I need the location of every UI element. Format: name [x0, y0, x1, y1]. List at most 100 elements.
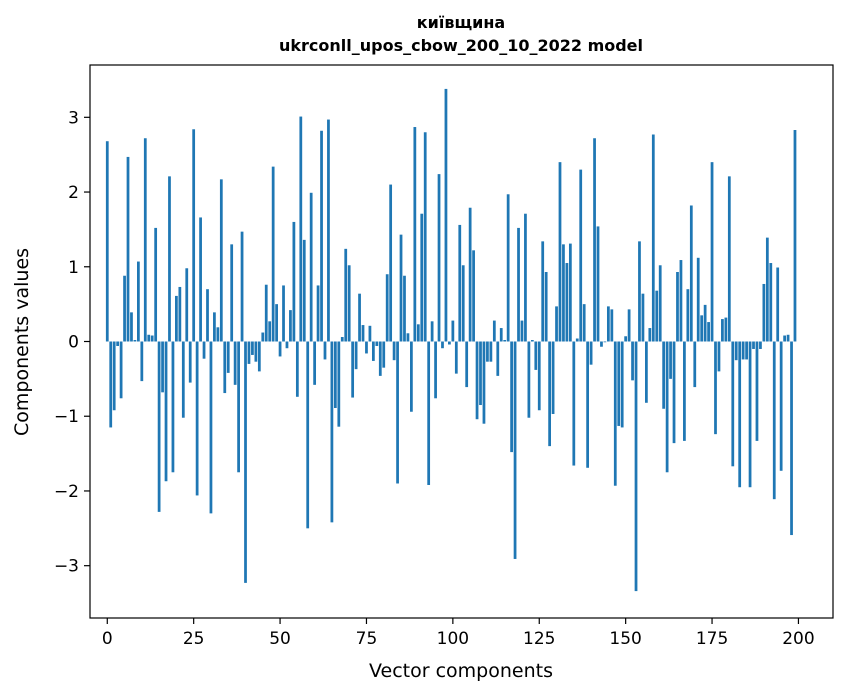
y-tick-label: −2 — [54, 482, 79, 502]
bar-130 — [555, 306, 558, 342]
bar-137 — [579, 169, 583, 342]
bar-21 — [178, 286, 182, 342]
x-axis-label: Vector components — [369, 660, 553, 682]
bar-176 — [714, 341, 717, 435]
y-tick-label: −3 — [54, 557, 79, 577]
y-axis-label: Components values — [11, 248, 33, 436]
bar-36 — [230, 244, 234, 342]
bar-89 — [413, 127, 417, 342]
bar-107 — [475, 341, 479, 420]
bar-90 — [416, 324, 420, 342]
bar-15 — [157, 341, 161, 512]
bar-88 — [410, 341, 413, 412]
bar-38 — [237, 341, 240, 473]
bar-16 — [161, 341, 164, 393]
bar-34 — [223, 341, 227, 394]
bar-169 — [689, 205, 693, 342]
y-tick-label: 1 — [68, 258, 79, 278]
bar-18 — [168, 176, 171, 342]
x-tick-label: 0 — [102, 629, 113, 649]
bar-101 — [454, 341, 458, 374]
x-tick-label: 25 — [183, 629, 205, 649]
bar-120 — [520, 320, 524, 342]
bar-86 — [403, 275, 406, 342]
bar-163 — [669, 341, 672, 379]
bar-189 — [759, 341, 762, 349]
bar-164 — [672, 341, 676, 444]
bar-124 — [534, 341, 538, 370]
y-tick-label: 2 — [68, 183, 79, 203]
bar-117 — [510, 341, 513, 453]
bar-41 — [247, 341, 251, 364]
bar-45 — [261, 332, 265, 342]
bar-103 — [461, 265, 465, 342]
bar-39 — [240, 231, 244, 342]
bar-111 — [489, 341, 493, 362]
bar-54 — [292, 221, 296, 342]
bar-71 — [351, 341, 355, 398]
bar-87 — [406, 333, 410, 342]
bar-145 — [606, 306, 610, 342]
bar-138 — [582, 304, 586, 342]
bar-35 — [226, 341, 230, 373]
bar-148 — [617, 341, 621, 426]
bar-3 — [116, 341, 120, 346]
bar-188 — [755, 341, 759, 441]
bar-136 — [575, 338, 579, 342]
bar-181 — [731, 341, 735, 467]
chart-title: київщина — [417, 13, 505, 32]
bar-133 — [565, 263, 569, 342]
bar-33 — [219, 179, 223, 342]
bar-156 — [645, 341, 648, 403]
bar-97 — [441, 341, 444, 349]
bar-139 — [586, 341, 590, 468]
bar-159 — [655, 290, 659, 342]
bar-119 — [517, 227, 520, 342]
bar-72 — [354, 341, 358, 370]
bar-69 — [344, 248, 348, 342]
bar-191 — [765, 237, 769, 342]
bar-179 — [724, 317, 728, 342]
bar-190 — [762, 283, 766, 342]
bar-182 — [734, 341, 738, 361]
bar-27 — [199, 217, 202, 342]
bar-78 — [375, 341, 379, 346]
bar-183 — [738, 341, 742, 488]
x-tick-label: 50 — [269, 629, 291, 649]
bar-108 — [479, 341, 482, 406]
bar-100 — [451, 320, 455, 342]
bar-20 — [175, 295, 178, 342]
x-tick-label: 100 — [437, 629, 469, 649]
bar-30 — [209, 341, 213, 514]
bar-70 — [347, 265, 351, 342]
bar-198 — [790, 341, 793, 536]
bar-146 — [610, 309, 614, 342]
bar-180 — [727, 176, 731, 342]
bar-5 — [123, 275, 126, 342]
bar-44 — [257, 341, 261, 372]
bar-17 — [164, 341, 168, 482]
x-tick-label: 150 — [609, 629, 641, 649]
bar-77 — [371, 341, 375, 361]
bar-126 — [541, 241, 545, 342]
bar-142 — [596, 226, 600, 342]
bar-61 — [316, 285, 320, 342]
bar-76 — [368, 325, 372, 342]
bar-193 — [772, 341, 776, 500]
bar-123 — [530, 340, 534, 342]
bar-152 — [631, 341, 634, 381]
y-axis-ticks: −3 −2 −1 0 1 2 3 — [54, 108, 90, 577]
bar-157 — [648, 328, 652, 342]
bar-109 — [482, 341, 486, 424]
bar-160 — [658, 265, 662, 342]
plot-frame — [89, 64, 834, 619]
bar-155 — [641, 293, 645, 342]
bar-49 — [275, 304, 278, 342]
bar-25 — [192, 129, 196, 342]
bar-194 — [776, 267, 780, 342]
bar-19 — [171, 341, 175, 473]
bar-93 — [427, 341, 431, 485]
x-tick-label: 200 — [782, 629, 814, 649]
bar-64 — [327, 119, 330, 342]
